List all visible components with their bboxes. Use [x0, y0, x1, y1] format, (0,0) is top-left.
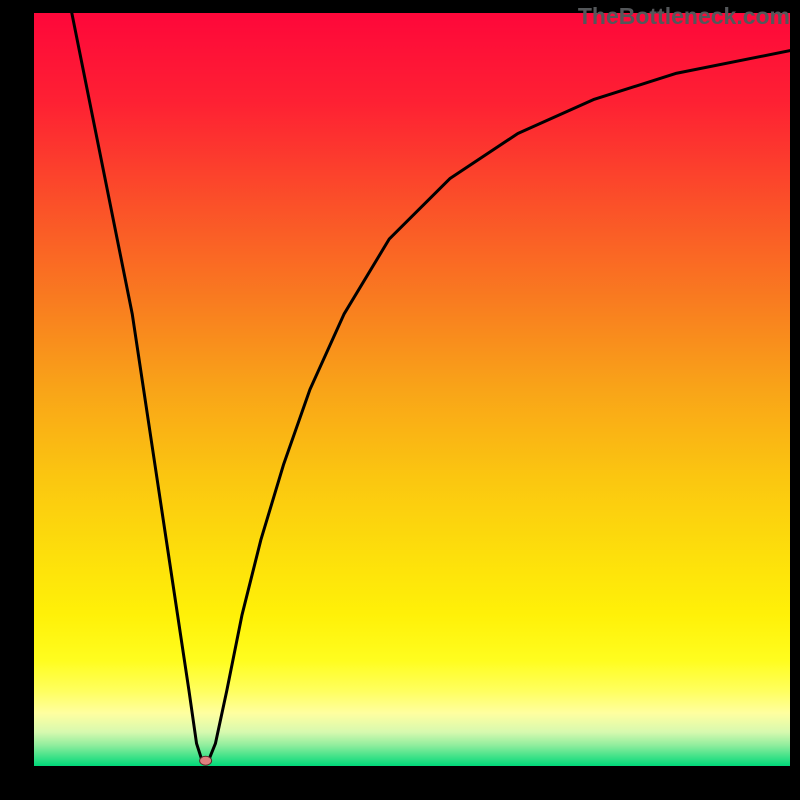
plot-svg: [34, 13, 790, 766]
gradient-background: [34, 13, 790, 766]
plot-area: [34, 13, 790, 766]
optimal-marker: [200, 756, 212, 765]
watermark-text: TheBottleneck.com: [578, 3, 790, 30]
chart-container: TheBottleneck.com: [0, 0, 800, 800]
